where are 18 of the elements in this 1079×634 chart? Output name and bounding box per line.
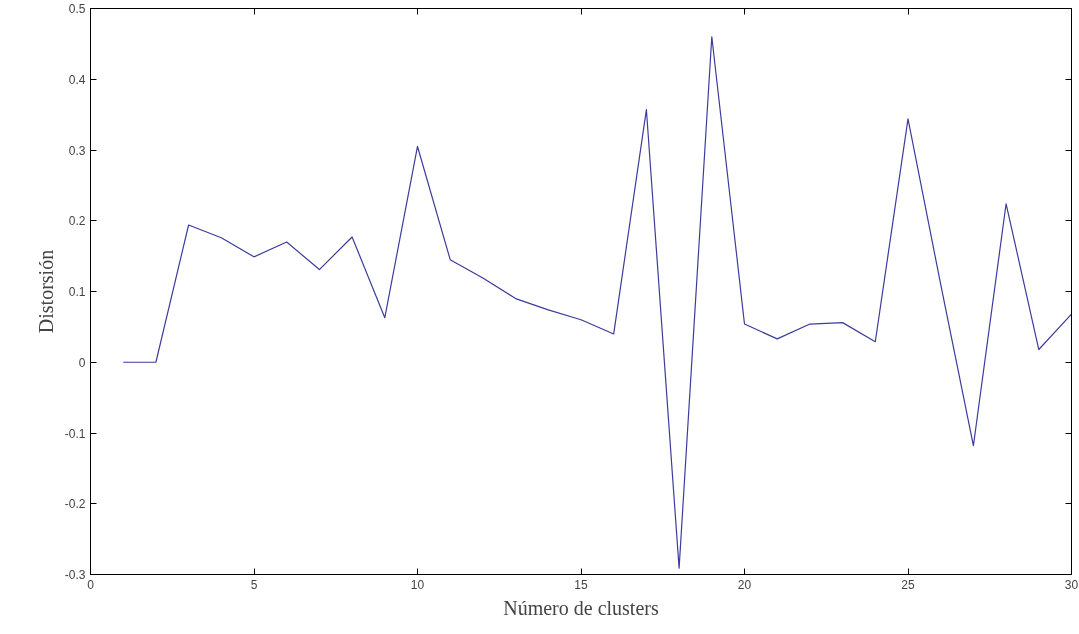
y-tick-label: 0.4	[68, 72, 86, 87]
x-tick-label: 5	[250, 577, 258, 592]
x-tick-label: 25	[901, 577, 915, 592]
x-tick-label: 30	[1064, 577, 1079, 592]
y-tick-label: -0.1	[64, 426, 86, 441]
y-tick-label: 0.5	[68, 2, 86, 16]
y-tick-label: 0.3	[68, 143, 86, 158]
y-tick-label: 0	[78, 355, 86, 370]
y-tick-label: 0.2	[68, 214, 86, 229]
y-tick-label: -0.2	[64, 497, 86, 512]
x-tick-label: 10	[410, 577, 425, 592]
y-tick-label: -0.3	[64, 568, 86, 582]
y-tick-label: 0.1	[68, 285, 86, 299]
y-axis-title: Distorsión	[34, 249, 57, 334]
x-axis-title: Número de clusters	[503, 596, 659, 619]
x-tick-label: 15	[574, 577, 588, 592]
line-series	[122, 36, 1072, 569]
x-tick-label: 20	[737, 577, 752, 592]
